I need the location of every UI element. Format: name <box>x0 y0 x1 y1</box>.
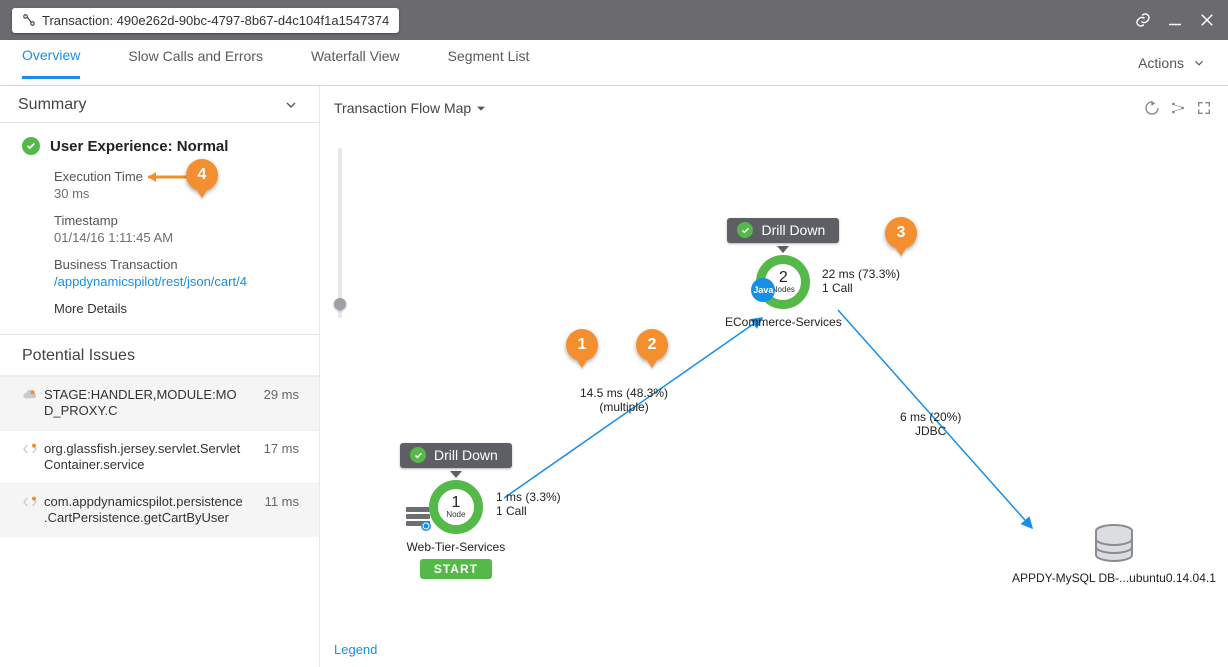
business-transaction-block: Business Transaction /appdynamicspilot/r… <box>54 257 297 289</box>
window-controls <box>1134 11 1216 29</box>
user-experience-text: User Experience: Normal <box>50 138 228 155</box>
transaction-icon <box>22 13 36 27</box>
annotation-1: 1 <box>566 329 598 361</box>
tab-slow-calls[interactable]: Slow Calls and Errors <box>128 48 263 77</box>
code-issue-icon <box>22 494 44 509</box>
tab-bar: Overview Slow Calls and Errors Waterfall… <box>0 40 1228 86</box>
ok-status-icon <box>737 222 753 238</box>
edge-ecom-db-label: 6 ms (20%) JDBC <box>900 410 961 439</box>
bt-link[interactable]: /appdynamicspilot/rest/json/cart/4 <box>54 274 297 289</box>
main-area: Summary User Experience: Normal Executio… <box>0 86 1228 667</box>
drill-down-button[interactable]: Drill Down <box>400 443 512 468</box>
more-details-link[interactable]: More Details <box>54 301 297 316</box>
transaction-title-text: Transaction: 490e262d-90bc-4797-8b67-d4c… <box>42 13 389 28</box>
fullscreen-icon[interactable] <box>1196 100 1212 116</box>
minimize-icon[interactable] <box>1166 11 1184 29</box>
transaction-title-chip: Transaction: 490e262d-90bc-4797-8b67-d4c… <box>12 8 399 33</box>
summary-heading-text: Summary <box>18 96 86 114</box>
exec-time-block: Execution Time 30 ms <box>54 169 297 201</box>
drill-caret-icon <box>450 471 462 478</box>
issue-time: 29 ms <box>253 387 299 402</box>
flow-map-toolbar <box>1144 100 1212 116</box>
edge-web-ecom-label: 14.5 ms (48.3%) (multiple) <box>580 386 668 415</box>
node-sub: Node <box>446 510 465 519</box>
summary-body: User Experience: Normal Execution Time 3… <box>0 123 319 334</box>
actions-label: Actions <box>1138 55 1184 71</box>
drill-down-label: Drill Down <box>761 222 825 238</box>
close-icon[interactable] <box>1198 11 1216 29</box>
cloud-issue-icon <box>22 387 44 402</box>
issue-time: 11 ms <box>253 494 299 509</box>
window-titlebar: Transaction: 490e262d-90bc-4797-8b67-d4c… <box>0 0 1228 40</box>
node-count: 1 <box>451 496 460 510</box>
user-experience-row: User Experience: Normal <box>22 137 297 155</box>
flow-map-title-text: Transaction Flow Map <box>334 100 471 116</box>
issue-row[interactable]: org.glassfish.jersey.servlet.ServletCont… <box>0 430 319 484</box>
database-label: APPDY-MySQL DB-...ubuntu0.14.04.1 <box>1012 571 1216 585</box>
potential-issues-header: Potential Issues <box>0 334 319 376</box>
actions-dropdown[interactable]: Actions <box>1138 55 1206 71</box>
timestamp-label: Timestamp <box>54 213 297 228</box>
flow-map-header: Transaction Flow Map <box>320 86 1228 128</box>
issue-text: org.glassfish.jersey.servlet.ServletCont… <box>44 441 253 474</box>
issue-row[interactable]: STAGE:HANDLER,MODULE:MOD_PROXY.C 29 ms <box>0 376 319 430</box>
legend-link[interactable]: Legend <box>334 642 377 657</box>
flow-map-title-dropdown[interactable]: Transaction Flow Map <box>334 100 485 116</box>
database-icon <box>1092 523 1136 565</box>
sidebar: Summary User Experience: Normal Executio… <box>0 86 320 667</box>
link-icon[interactable] <box>1134 11 1152 29</box>
node-label: Web-Tier-Services <box>407 540 506 554</box>
exec-time-value: 30 ms <box>54 186 297 201</box>
issue-row[interactable]: com.appdynamicspilot.persistence.CartPer… <box>0 483 319 537</box>
ok-status-icon <box>410 447 426 463</box>
node-sub: Nodes <box>772 285 795 294</box>
issue-time: 17 ms <box>253 441 299 456</box>
caret-down-icon <box>477 100 485 116</box>
flow-edges-svg <box>320 128 1228 667</box>
issue-text: com.appdynamicspilot.persistence.CartPer… <box>44 494 253 527</box>
issue-text: STAGE:HANDLER,MODULE:MOD_PROXY.C <box>44 387 253 420</box>
flow-map-panel: Transaction Flow Map <box>320 86 1228 667</box>
tab-segment-list[interactable]: Segment List <box>448 48 530 77</box>
node-label: ECommerce-Services <box>725 315 842 329</box>
bt-label: Business Transaction <box>54 257 297 272</box>
drill-down-button[interactable]: Drill Down <box>727 218 839 243</box>
summary-header[interactable]: Summary <box>0 86 319 123</box>
refresh-layout-icon[interactable] <box>1144 100 1160 116</box>
node-count: 2 <box>779 271 788 285</box>
issues-heading-text: Potential Issues <box>22 347 135 365</box>
chevron-down-icon <box>283 97 299 113</box>
annotation-4: 4 <box>186 159 218 191</box>
start-badge: START <box>420 559 492 579</box>
node-ring: 2 Nodes Java <box>756 255 810 309</box>
node-ring: 1 Node <box>429 480 483 534</box>
database-node[interactable]: APPDY-MySQL DB-...ubuntu0.14.04.1 <box>1012 523 1216 585</box>
annotation-2: 2 <box>636 329 668 361</box>
timestamp-block: Timestamp 01/14/16 1:11:45 AM <box>54 213 297 245</box>
drill-caret-icon <box>777 246 789 253</box>
ok-status-icon <box>22 137 40 155</box>
relationships-icon[interactable] <box>1170 100 1186 116</box>
web-node-stats: 1 ms (3.3%) 1 Call <box>496 490 561 519</box>
drill-down-label: Drill Down <box>434 447 498 463</box>
exec-time-label: Execution Time <box>54 169 297 184</box>
flow-map-canvas[interactable]: 14.5 ms (48.3%) (multiple) 6 ms (20%) JD… <box>320 128 1228 667</box>
tab-overview[interactable]: Overview <box>22 47 80 79</box>
ecom-node-stats: 22 ms (73.3%) 1 Call <box>822 267 900 296</box>
tab-waterfall[interactable]: Waterfall View <box>311 48 400 77</box>
annotation-3: 3 <box>885 217 917 249</box>
code-issue-icon <box>22 441 44 456</box>
java-tag-icon: Java <box>751 278 775 302</box>
timestamp-value: 01/14/16 1:11:45 AM <box>54 230 297 245</box>
